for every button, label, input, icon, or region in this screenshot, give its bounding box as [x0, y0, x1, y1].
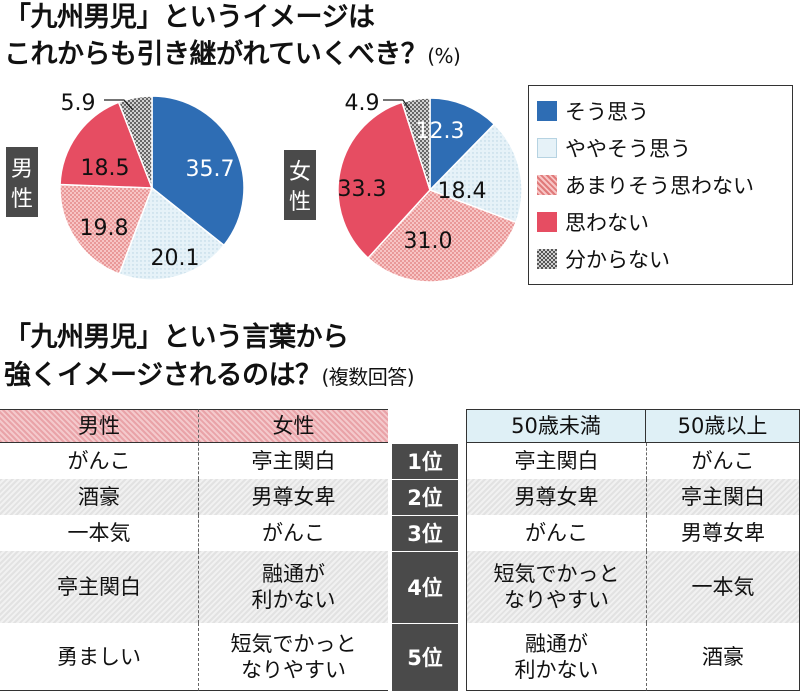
- legend-swatch-somewhat-disagree: [537, 174, 557, 195]
- cell-under50: 男尊女卑: [466, 479, 646, 515]
- pie-value-label: 20.1: [151, 246, 200, 271]
- cell-under50: 融通が 利かない: [466, 623, 646, 691]
- legend-item: そう思う: [537, 92, 784, 129]
- female-label-char1: 女: [289, 160, 311, 185]
- legend-label: あまりそう思わない: [565, 173, 754, 198]
- cell-female: 亭主関白: [198, 443, 388, 479]
- cell-female: 融通が 利かない: [198, 551, 388, 623]
- table-title-line2: 強くイメージされるのは？(複数回答): [4, 358, 415, 395]
- legend-item: あまりそう思わない: [537, 166, 784, 203]
- cell-male: 亭主関白: [0, 551, 198, 623]
- cell-over50: がんこ: [646, 443, 800, 479]
- male-label-char1: 男: [11, 157, 33, 182]
- pie-value-label: 19.8: [80, 216, 129, 241]
- legend-item: 分からない: [537, 240, 784, 277]
- pie-slice-somewhat-disagree: [366, 189, 518, 283]
- table-note: (複数回答): [321, 365, 415, 389]
- cell-male: がんこ: [0, 443, 198, 479]
- pie-male: 35.7 20.1 19.8 18.5 5.9: [59, 91, 245, 281]
- pie-value-label: 31.0: [404, 229, 453, 254]
- legend-label: そう思う: [565, 99, 649, 124]
- legend: そう思う ややそう思う あまりそう思わない 思わない 分からない: [528, 85, 793, 285]
- pie-slice-agree: [429, 97, 496, 192]
- male-side-label: 男 性: [6, 147, 38, 217]
- pie-value-label: 33.3: [338, 177, 387, 202]
- header-under50: 50歳未満: [466, 409, 646, 443]
- pie-slice-disagree: [337, 101, 431, 260]
- legend-item: ややそう思う: [537, 129, 784, 166]
- legend-label: 思わない: [565, 210, 649, 235]
- table-title-line2-text: 強くイメージされるのは？: [4, 360, 322, 391]
- rank-badge: 5位: [392, 623, 458, 691]
- pie-value-label: 5.9: [61, 91, 96, 116]
- male-label-char2: 性: [11, 187, 33, 212]
- legend-label: 分からない: [565, 247, 670, 272]
- pie-female: 12.3 18.4 31.0 33.3 4.9: [337, 91, 523, 283]
- legend-item: 思わない: [537, 203, 784, 240]
- rank-badge: 3位: [392, 515, 458, 551]
- pie-slice-somewhat-disagree: [59, 183, 154, 275]
- cell-under50: がんこ: [466, 515, 646, 551]
- pie-value-label: 18.4: [438, 179, 487, 204]
- pie-slice-disagree: [59, 101, 154, 189]
- cell-over50: 一本気: [646, 551, 800, 623]
- pie-charts: 35.720.119.818.55.9 12.318.431.033.34.9 …: [6, 91, 523, 283]
- chart-title-line1: 「九州男児」というイメージは: [4, 2, 375, 33]
- cell-female: 男尊女卑: [198, 479, 388, 515]
- legend-swatch-unknown: [537, 248, 557, 269]
- female-side-label: 女 性: [284, 150, 316, 220]
- pie-value-label: 12.3: [416, 119, 465, 144]
- pie-value-label: 18.5: [81, 156, 130, 181]
- unit-label: (%): [427, 44, 461, 68]
- header-male: 男性: [0, 409, 198, 443]
- leader-line-male: [104, 99, 134, 111]
- table-title-line1: 「九州男児」という言葉から: [4, 322, 349, 353]
- rank-badge: 2位: [392, 479, 458, 515]
- legend-label: ややそう思う: [565, 136, 691, 161]
- cell-male: 一本気: [0, 515, 198, 551]
- chart-title-line2-text: これからも引き継がれていくべき？: [4, 39, 428, 70]
- header-over50: 50歳以上: [646, 409, 800, 443]
- cell-female: 短気でかっと なりやすい: [198, 623, 388, 691]
- pie-slice-unknown: [117, 95, 153, 189]
- pie-value-label: 4.9: [345, 91, 380, 116]
- female-label-char2: 性: [289, 190, 311, 215]
- cell-over50: 男尊女卑: [646, 515, 800, 551]
- cell-male: 勇ましい: [0, 623, 198, 691]
- legend-swatch-somewhat-agree: [537, 137, 557, 158]
- cell-over50: 酒豪: [646, 623, 800, 691]
- legend-swatch-disagree: [537, 211, 557, 232]
- cell-male: 酒豪: [0, 479, 198, 515]
- rank-badge: 1位: [392, 443, 458, 479]
- pie-slice-agree: [151, 95, 245, 247]
- cell-under50: 短気でかっと なりやすい: [466, 551, 646, 623]
- pie-value-label: 35.7: [186, 157, 235, 182]
- cell-female: がんこ: [198, 515, 388, 551]
- rank-badge: 4位: [392, 551, 458, 623]
- cell-under50: 亭主関白: [466, 443, 646, 479]
- leader-line-female: [383, 99, 411, 111]
- cell-over50: 亭主関白: [646, 479, 800, 515]
- chart-title-line2: これからも引き継がれていくべき？(%): [4, 37, 461, 74]
- header-female: 女性: [198, 409, 388, 443]
- pie-slice-somewhat-agree: [118, 186, 226, 281]
- legend-swatch-agree: [537, 100, 557, 121]
- pie-slice-unknown: [401, 97, 431, 191]
